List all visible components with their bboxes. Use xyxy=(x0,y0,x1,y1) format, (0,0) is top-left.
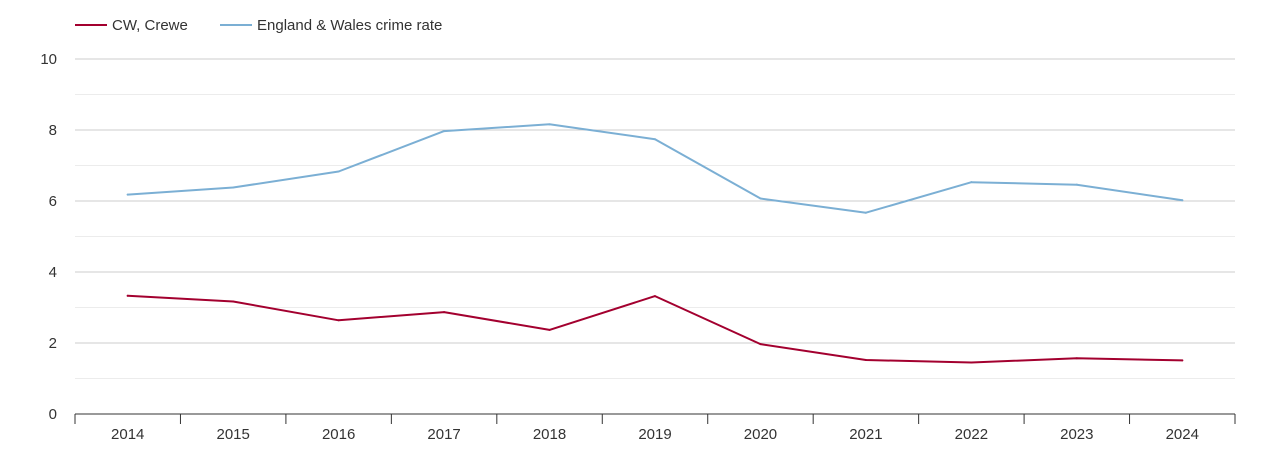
x-tick-label: 2018 xyxy=(533,426,566,443)
data-point xyxy=(1075,183,1078,186)
data-point xyxy=(864,359,867,362)
y-axis: 0 2 4 6 8 10 xyxy=(40,51,57,423)
x-tick-label: 2022 xyxy=(955,426,988,443)
data-point xyxy=(1075,357,1078,360)
x-tick-label: 2023 xyxy=(1060,426,1093,443)
legend-item-crewe[interactable]: CW, Crewe xyxy=(75,17,188,34)
data-point xyxy=(759,197,762,200)
data-point xyxy=(126,193,129,196)
legend-label-crewe: CW, Crewe xyxy=(112,17,188,34)
data-point xyxy=(864,211,867,214)
series-line-england-wales xyxy=(126,123,1184,214)
series-line-crewe xyxy=(126,294,1184,364)
x-tick-label: 2017 xyxy=(427,426,460,443)
data-point xyxy=(126,294,129,297)
x-tick-label: 2016 xyxy=(322,426,355,443)
legend-item-england-wales[interactable]: England & Wales crime rate xyxy=(220,17,442,34)
data-point xyxy=(443,130,446,133)
y-tick-label: 6 xyxy=(49,193,57,210)
data-point xyxy=(759,343,762,346)
data-point xyxy=(548,123,551,126)
y-tick-label: 8 xyxy=(49,122,57,139)
data-point xyxy=(1181,199,1184,202)
y-tick-label: 0 xyxy=(49,406,57,423)
data-point xyxy=(337,319,340,322)
data-point xyxy=(970,181,973,184)
x-tick-label: 2015 xyxy=(216,426,249,443)
data-point xyxy=(970,361,973,364)
data-point xyxy=(443,311,446,314)
gridlines xyxy=(75,58,1235,379)
data-point xyxy=(654,138,656,141)
x-tick-label: 2024 xyxy=(1166,426,1199,443)
legend[interactable]: CW, Crewe England & Wales crime rate xyxy=(75,17,442,34)
data-point xyxy=(548,328,551,331)
data-point xyxy=(232,300,235,303)
x-tick-label: 2021 xyxy=(849,426,882,443)
legend-label-england-wales: England & Wales crime rate xyxy=(257,17,442,34)
data-point xyxy=(1181,359,1184,362)
series-lines xyxy=(126,123,1184,364)
data-point xyxy=(232,186,235,189)
y-tick-label: 10 xyxy=(40,51,57,68)
x-tick-label: 2020 xyxy=(744,426,777,443)
x-tick-label: 2014 xyxy=(111,426,144,443)
data-point xyxy=(337,170,340,173)
x-tick-label: 2019 xyxy=(638,426,671,443)
x-axis: 2014 2015 2016 2017 2018 2019 2020 2021 2022 2023… xyxy=(74,413,1236,443)
y-tick-label: 4 xyxy=(49,264,57,281)
y-tick-label: 2 xyxy=(49,335,57,352)
data-point xyxy=(654,295,656,298)
